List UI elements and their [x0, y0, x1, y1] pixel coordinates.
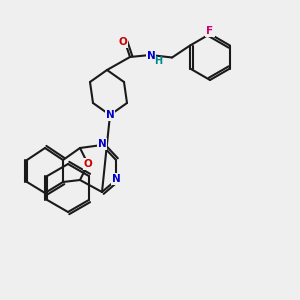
Text: N: N [112, 174, 120, 184]
Text: H: H [154, 56, 162, 66]
Text: N: N [147, 51, 155, 61]
Text: F: F [206, 26, 214, 36]
Text: O: O [84, 159, 92, 169]
Text: O: O [118, 37, 127, 47]
Text: N: N [106, 110, 114, 120]
Text: N: N [98, 139, 106, 149]
